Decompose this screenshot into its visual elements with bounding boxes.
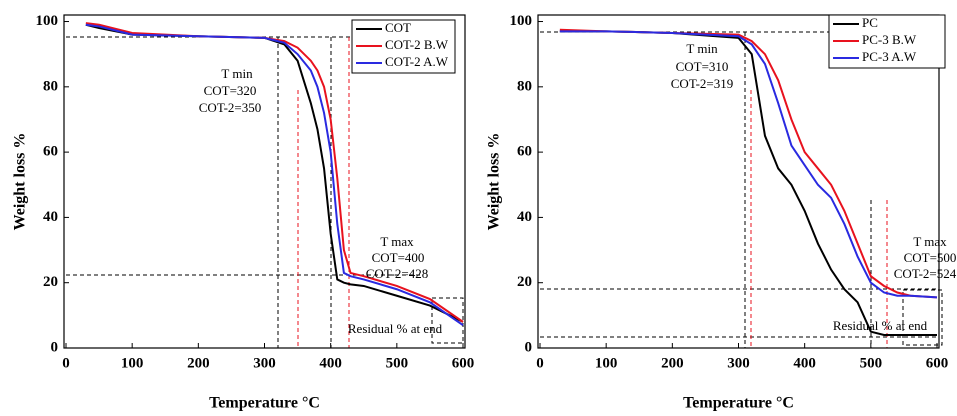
x-tick-label: 200 bbox=[661, 355, 684, 371]
x-tick-label: 600 bbox=[926, 355, 949, 371]
x-tick-label: 0 bbox=[536, 355, 544, 371]
ref-box bbox=[902, 289, 943, 346]
x-tick-label: 200 bbox=[187, 355, 210, 371]
legend-label: COT-2 A.W bbox=[385, 54, 449, 69]
x-tick-label: 100 bbox=[121, 355, 144, 371]
x-tick-label: 500 bbox=[386, 355, 409, 371]
annotation: T max bbox=[913, 234, 947, 249]
annotation: COT-2=350 bbox=[199, 100, 261, 115]
legend-label: PC-3 B.W bbox=[862, 32, 917, 47]
x-tick-label: 100 bbox=[595, 355, 618, 371]
reference-lines bbox=[66, 31, 943, 348]
x-axis-title: Temperature °C bbox=[209, 395, 320, 412]
y-tick-label: 100 bbox=[510, 13, 533, 29]
y-tick-label: 20 bbox=[517, 274, 532, 290]
legend-label: PC bbox=[862, 15, 878, 30]
annotation: COT-2=524 bbox=[894, 266, 957, 281]
series-line bbox=[559, 28, 938, 299]
y-tick-label: 100 bbox=[36, 13, 59, 29]
x-tick-label: 500 bbox=[860, 355, 883, 371]
annotation: Residual % at end bbox=[348, 321, 443, 336]
series-line bbox=[559, 30, 938, 299]
series-line bbox=[85, 23, 464, 326]
y-tick-label: 0 bbox=[51, 339, 59, 355]
y-tick-label: 20 bbox=[43, 274, 58, 290]
legend-label: PC-3 A.W bbox=[862, 49, 917, 64]
y-tick-label: 60 bbox=[517, 144, 532, 160]
x-tick-label: 300 bbox=[253, 355, 276, 371]
y-tick-label: 60 bbox=[43, 144, 58, 160]
x-tick-label: 300 bbox=[727, 355, 750, 371]
annotation: COT-2=428 bbox=[366, 266, 428, 281]
y-tick-label: 80 bbox=[43, 78, 58, 94]
annotation: COT=400 bbox=[372, 250, 425, 265]
annotation: T min bbox=[686, 41, 718, 56]
legend-label: COT-2 B.W bbox=[385, 37, 449, 52]
y-tick-label: 40 bbox=[43, 209, 58, 225]
annotation: COT=320 bbox=[204, 83, 257, 98]
ref-box bbox=[431, 297, 464, 344]
annotation: COT-2=319 bbox=[671, 76, 733, 91]
x-tick-label: 400 bbox=[319, 355, 342, 371]
annotation: T min bbox=[221, 66, 253, 81]
x-tick-label: 0 bbox=[62, 355, 70, 371]
x-axis-title: Temperature °C bbox=[683, 395, 794, 412]
y-tick-label: 40 bbox=[517, 209, 532, 225]
y-tick-label: 0 bbox=[525, 339, 533, 355]
x-tick-label: 400 bbox=[793, 355, 816, 371]
y-tick-label: 80 bbox=[517, 78, 532, 94]
y-axis-title: Weight loss % bbox=[486, 133, 503, 231]
series-line bbox=[559, 30, 937, 336]
annotation: COT=310 bbox=[676, 59, 729, 74]
annotation: COT=500 bbox=[904, 250, 957, 265]
legend-label: COT bbox=[385, 20, 411, 35]
x-tick-label: 600 bbox=[452, 355, 475, 371]
annotation: Residual % at end bbox=[833, 318, 928, 333]
annotation: T max bbox=[380, 234, 414, 249]
y-axis-title: Weight loss % bbox=[12, 133, 29, 231]
